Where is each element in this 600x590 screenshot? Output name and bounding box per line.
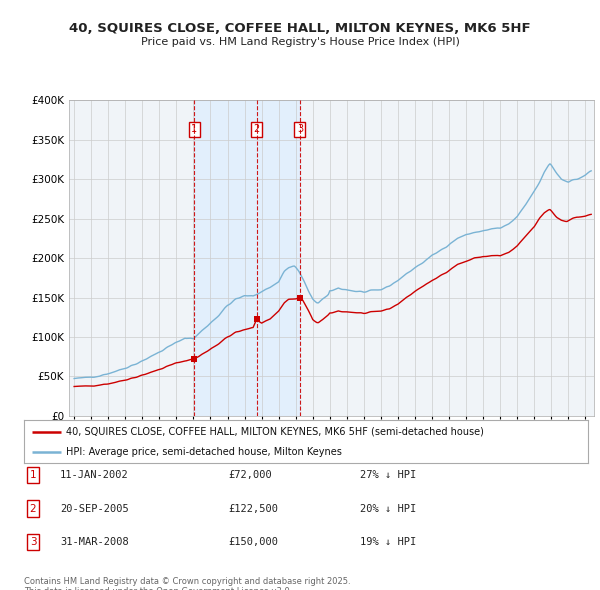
Text: £122,500: £122,500 — [228, 504, 278, 513]
Text: 19% ↓ HPI: 19% ↓ HPI — [360, 537, 416, 547]
Text: HPI: Average price, semi-detached house, Milton Keynes: HPI: Average price, semi-detached house,… — [66, 447, 342, 457]
Text: 1: 1 — [191, 124, 197, 135]
Text: 3: 3 — [29, 537, 37, 547]
Text: 40, SQUIRES CLOSE, COFFEE HALL, MILTON KEYNES, MK6 5HF: 40, SQUIRES CLOSE, COFFEE HALL, MILTON K… — [69, 22, 531, 35]
Text: 40, SQUIRES CLOSE, COFFEE HALL, MILTON KEYNES, MK6 5HF (semi-detached house): 40, SQUIRES CLOSE, COFFEE HALL, MILTON K… — [66, 427, 484, 437]
Text: 2: 2 — [254, 124, 260, 135]
Text: Price paid vs. HM Land Registry's House Price Index (HPI): Price paid vs. HM Land Registry's House … — [140, 37, 460, 47]
Text: £72,000: £72,000 — [228, 470, 272, 480]
Text: 11-JAN-2002: 11-JAN-2002 — [60, 470, 129, 480]
Text: 27% ↓ HPI: 27% ↓ HPI — [360, 470, 416, 480]
Text: 3: 3 — [297, 124, 303, 135]
Bar — [194, 100, 300, 416]
Text: 20-SEP-2005: 20-SEP-2005 — [60, 504, 129, 513]
Text: 20% ↓ HPI: 20% ↓ HPI — [360, 504, 416, 513]
Text: 31-MAR-2008: 31-MAR-2008 — [60, 537, 129, 547]
Text: 1: 1 — [29, 470, 37, 480]
Text: £150,000: £150,000 — [228, 537, 278, 547]
Text: Contains HM Land Registry data © Crown copyright and database right 2025.
This d: Contains HM Land Registry data © Crown c… — [24, 577, 350, 590]
Text: 2: 2 — [29, 504, 37, 513]
